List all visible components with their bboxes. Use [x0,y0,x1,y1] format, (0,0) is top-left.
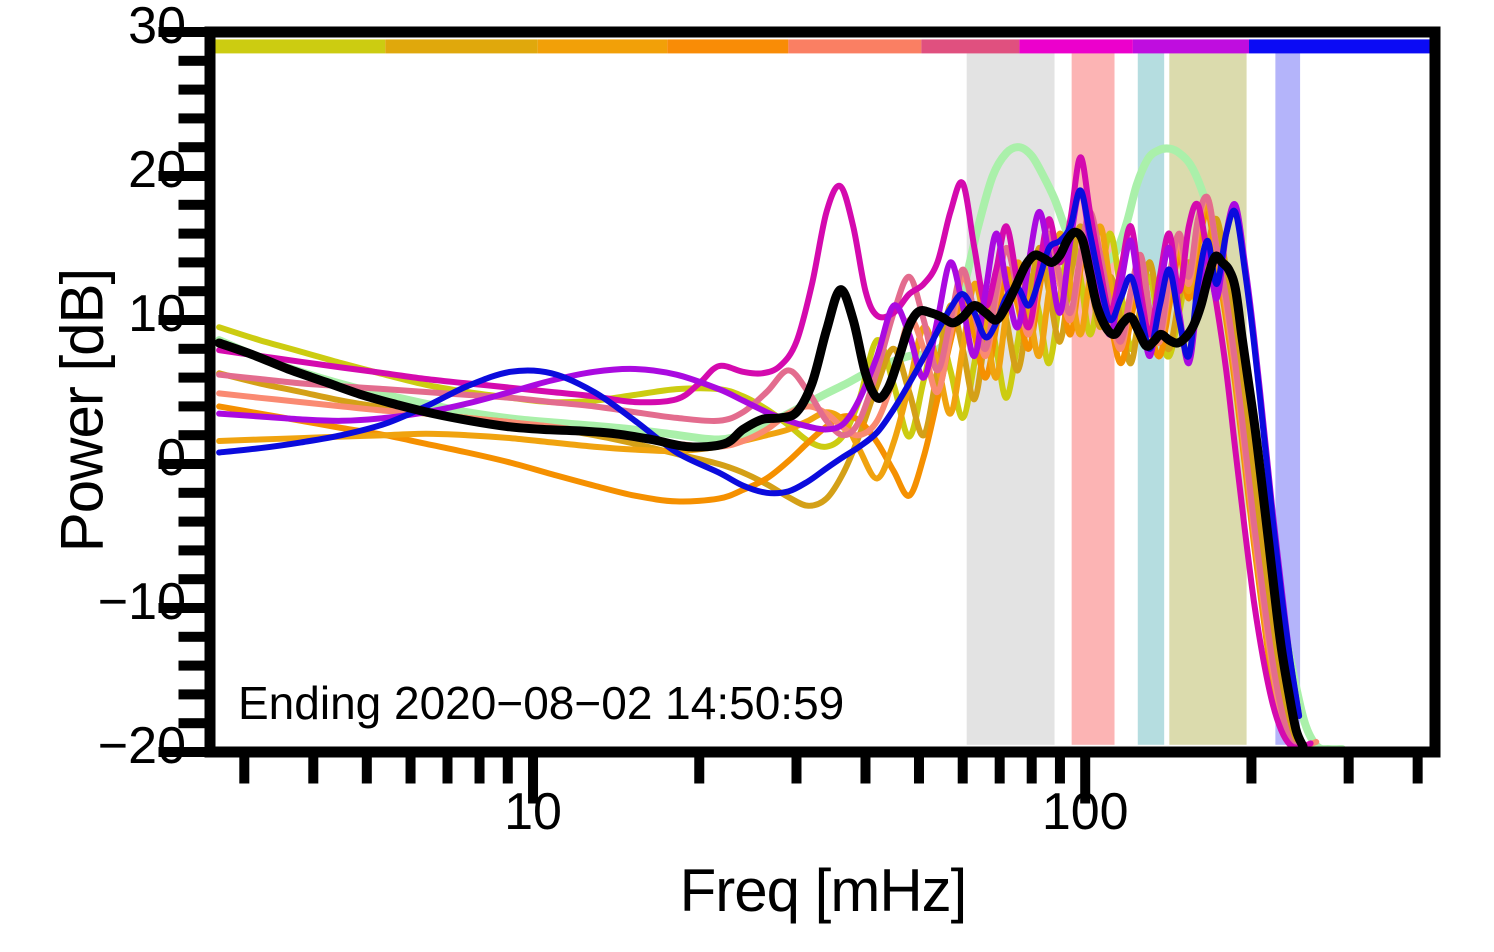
y-major-tick [158,603,205,613]
y-minor-tick [178,631,205,642]
x-minor-tick [1246,757,1257,784]
y-minor-tick [178,430,205,441]
y-minor-tick [178,199,205,210]
x-minor-tick [239,757,250,784]
colorbar-segment-0 [210,39,386,54]
axis-top-spine [204,26,1441,38]
axis-left-spine [204,32,216,758]
y-minor-tick [178,545,205,556]
y-minor-tick [178,689,205,700]
y-minor-tick [178,487,205,498]
y-major-tick [158,315,205,325]
series-group [214,143,1347,752]
y-minor-tick [178,372,205,383]
y-tick-label-0: −20 [97,717,186,775]
y-minor-tick [178,718,205,729]
y-major-tick [158,27,205,37]
y-tick-label-3: 10 [128,285,186,343]
y-minor-tick [178,113,205,124]
x-minor-tick [694,757,705,784]
x-minor-tick [994,757,1005,784]
y-major-tick [158,171,205,181]
band-pink [1071,46,1115,745]
x-minor-tick [1343,757,1354,784]
series-trace-purple [216,187,1303,719]
y-minor-tick [178,257,205,268]
x-minor-tick [474,757,485,784]
series-mean [214,227,1308,751]
x-minor-tick [791,757,802,784]
y-tick-label-4: 20 [128,141,186,199]
y-minor-tick [178,228,205,239]
x-minor-tick [1412,757,1423,784]
colorbar-segment-7 [1132,39,1250,54]
y-minor-tick [178,84,205,95]
series-trace-rose [216,193,1303,750]
x-minor-tick [308,757,319,784]
y-minor-tick [178,401,205,412]
x-minor-tick [860,757,871,784]
x-minor-tick [405,757,416,784]
colorbar-strip [210,39,1435,54]
y-minor-tick [178,660,205,671]
y-tick-label-1: −10 [97,573,186,631]
x-major-tick [528,757,539,804]
y-minor-tick [178,343,205,354]
colorbar-segment-5 [921,39,1020,54]
colorbar-segment-6 [1019,39,1133,54]
colorbar-segment-4 [788,39,922,54]
y-minor-tick [178,286,205,297]
ending-timestamp-annotation: Ending 2020−08−02 14:50:59 [238,677,845,729]
x-minor-tick [913,757,924,784]
y-major-tick [158,747,205,757]
shaded-bands-group [966,46,1301,745]
colorbar-segment-3 [667,39,789,54]
y-minor-tick [178,142,205,153]
colorbar-segment-8 [1249,39,1435,54]
x-minor-tick [361,757,372,784]
y-minor-tick [178,55,205,66]
x-minor-tick [1054,757,1065,784]
colorbar-segment-2 [537,39,668,54]
x-minor-tick [442,757,453,784]
x-major-tick [1080,757,1091,804]
y-major-tick [158,459,205,469]
axis-right-spine [1429,32,1441,752]
x-minor-tick [502,757,513,784]
axes-frame-group [158,26,1441,804]
axis-bottom-spine [204,746,1441,758]
x-axis-title: Freq [mHz] [679,857,968,924]
x-minor-tick [957,757,968,784]
x-minor-tick [1026,757,1037,784]
colorbar-segment-1 [385,39,538,54]
y-minor-tick [178,574,205,585]
y-minor-tick [178,516,205,527]
